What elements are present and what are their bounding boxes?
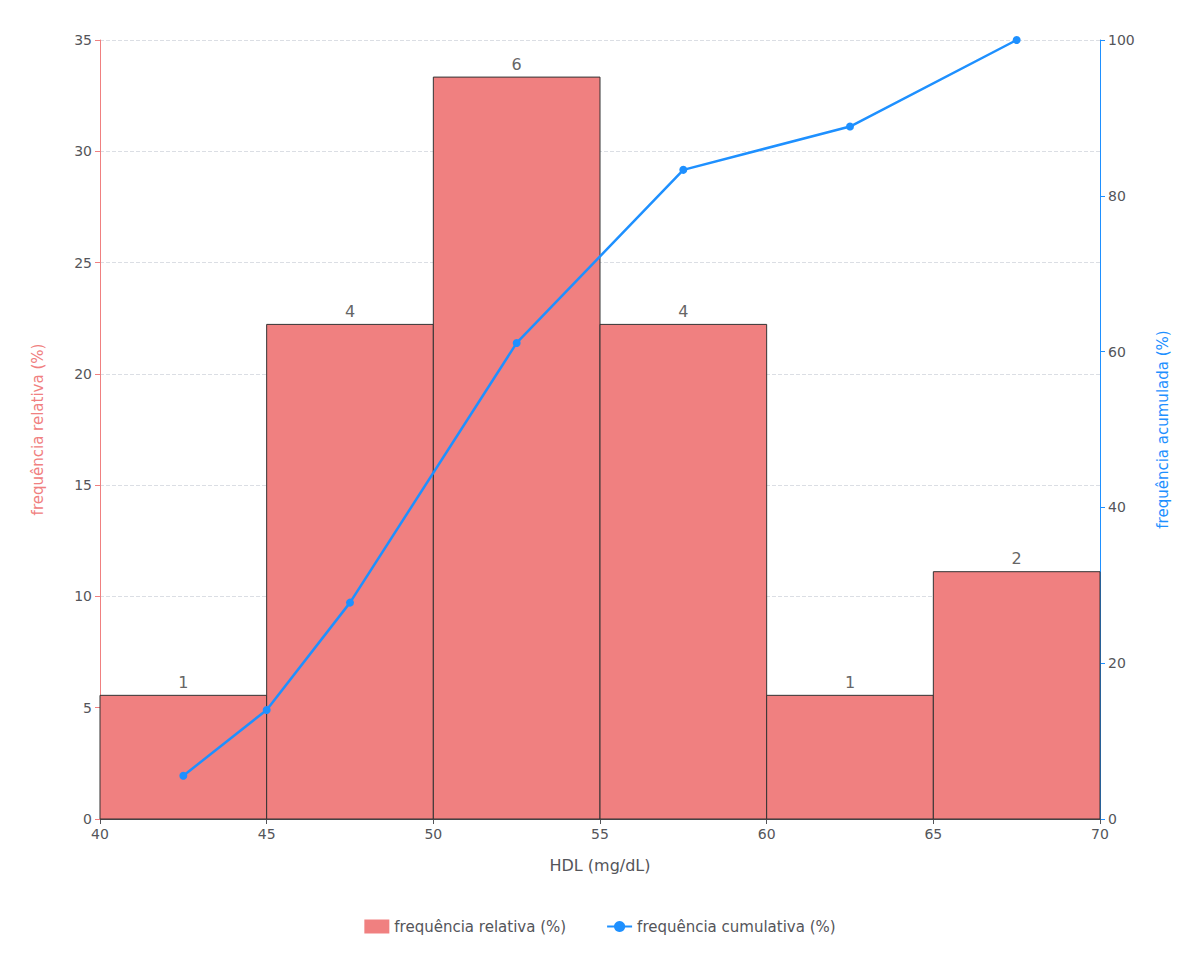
svg-text:0: 0 xyxy=(83,811,92,827)
svg-text:30: 30 xyxy=(74,143,92,159)
svg-text:frequência acumulada (%): frequência acumulada (%) xyxy=(1154,330,1172,528)
svg-text:5: 5 xyxy=(83,700,92,716)
svg-text:80: 80 xyxy=(1108,188,1126,204)
svg-text:6: 6 xyxy=(512,55,522,74)
svg-text:40: 40 xyxy=(91,826,109,842)
svg-text:55: 55 xyxy=(591,826,609,842)
svg-text:1: 1 xyxy=(178,673,188,692)
svg-text:45: 45 xyxy=(258,826,276,842)
svg-text:60: 60 xyxy=(758,826,776,842)
svg-text:65: 65 xyxy=(924,826,942,842)
svg-text:HDL (mg/dL): HDL (mg/dL) xyxy=(549,856,650,875)
svg-text:20: 20 xyxy=(1108,655,1126,671)
svg-text:35: 35 xyxy=(74,32,92,48)
svg-text:frequência cumulativa (%): frequência cumulativa (%) xyxy=(637,918,836,936)
svg-text:4: 4 xyxy=(345,302,355,321)
svg-text:60: 60 xyxy=(1108,344,1126,360)
svg-text:frequência relativa (%): frequência relativa (%) xyxy=(394,918,566,936)
svg-text:15: 15 xyxy=(74,477,92,493)
svg-text:4: 4 xyxy=(678,302,688,321)
svg-text:20: 20 xyxy=(74,366,92,382)
svg-text:50: 50 xyxy=(424,826,442,842)
svg-text:1: 1 xyxy=(845,673,855,692)
svg-text:0: 0 xyxy=(1108,811,1117,827)
svg-text:10: 10 xyxy=(74,588,92,604)
svg-text:100: 100 xyxy=(1108,32,1135,48)
svg-text:40: 40 xyxy=(1108,499,1126,515)
svg-text:25: 25 xyxy=(74,255,92,271)
svg-text:2: 2 xyxy=(1012,549,1022,568)
svg-text:frequência relativa (%): frequência relativa (%) xyxy=(29,344,47,516)
svg-text:70: 70 xyxy=(1091,826,1109,842)
